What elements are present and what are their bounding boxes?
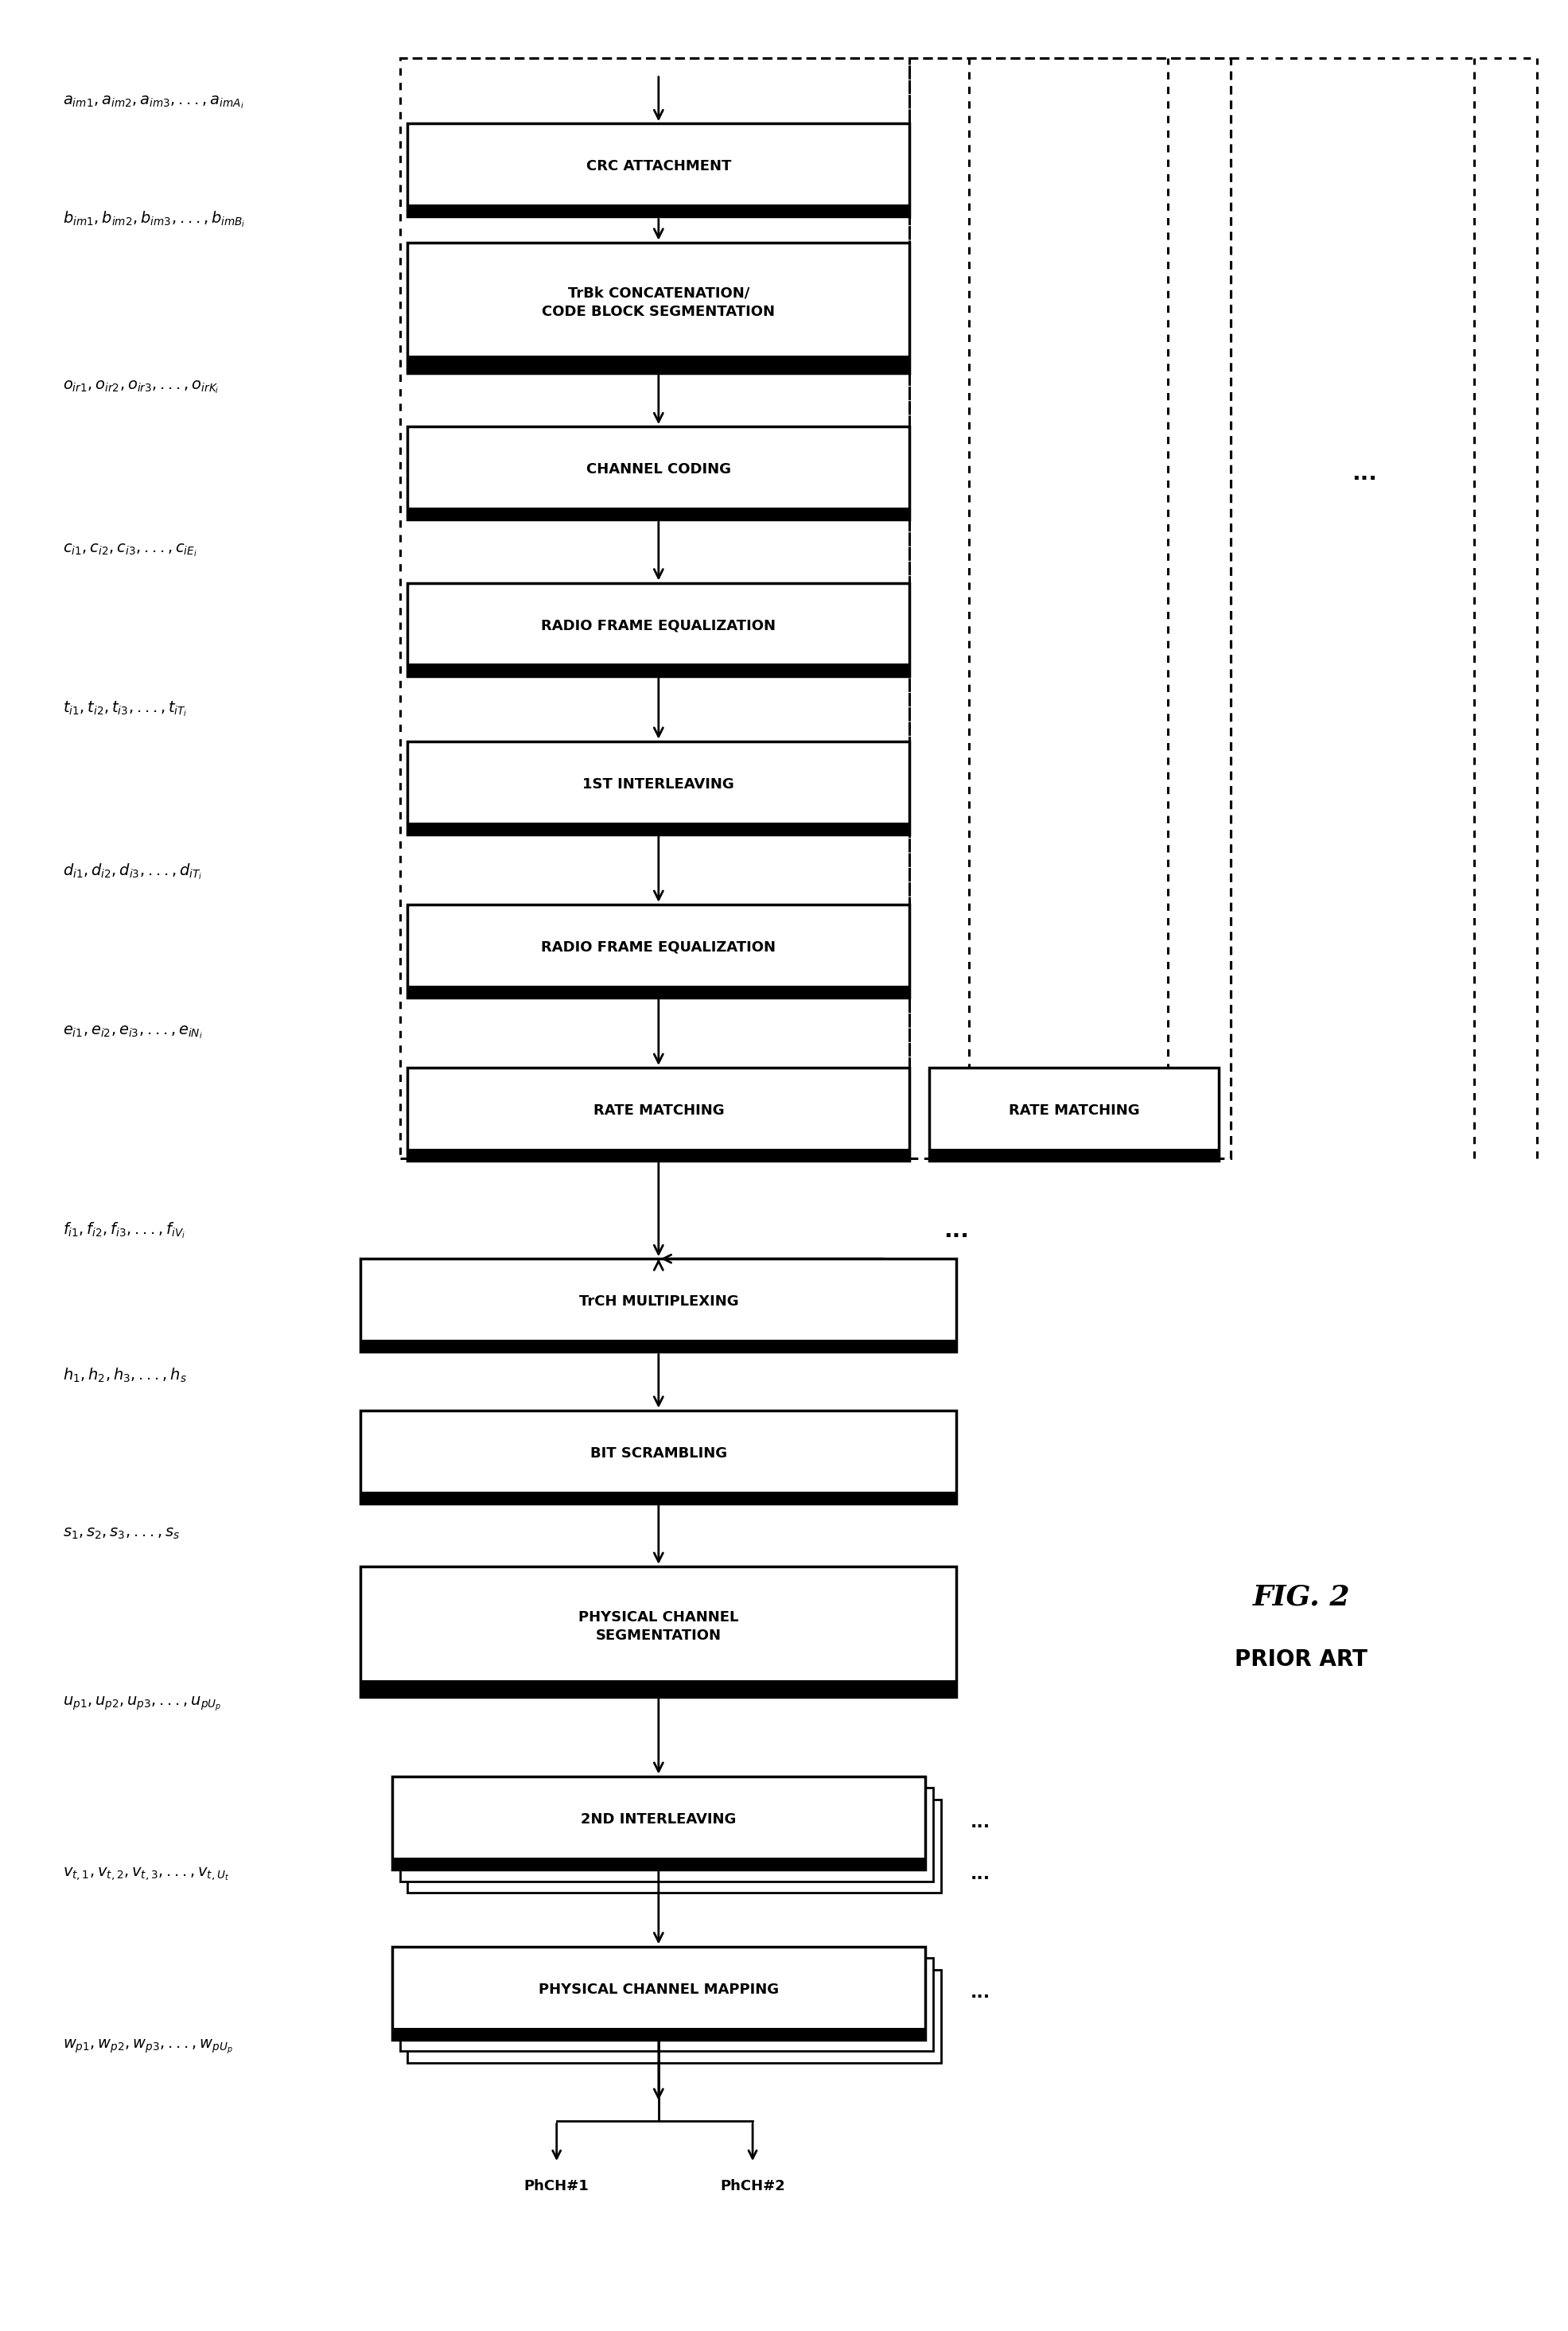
Bar <box>361 1492 956 1503</box>
Bar <box>408 124 909 217</box>
Text: 1ST INTERLEAVING: 1ST INTERLEAVING <box>583 776 734 793</box>
Bar <box>408 904 909 998</box>
Text: CHANNEL CODING: CHANNEL CODING <box>586 462 731 478</box>
Bar <box>408 583 909 676</box>
Text: $d_{i1},d_{i2},d_{i3},...,d_{iT_i}$: $d_{i1},d_{i2},d_{i3},...,d_{iT_i}$ <box>63 862 202 881</box>
Bar <box>408 357 909 373</box>
Text: TrBk CONCATENATION/
CODE BLOCK SEGMENTATION: TrBk CONCATENATION/ CODE BLOCK SEGMENTAT… <box>543 287 775 319</box>
Text: ...: ... <box>971 1986 989 2000</box>
Text: $w_{p1},w_{p2},w_{p3},...,w_{pU_p}$: $w_{p1},w_{p2},w_{p3},...,w_{pU_p}$ <box>63 2037 232 2056</box>
Text: PhCH#2: PhCH#2 <box>720 2179 786 2193</box>
Text: CRC ATTACHMENT: CRC ATTACHMENT <box>586 159 731 175</box>
Text: $c_{i1},c_{i2},c_{i3},...,c_{iE_i}$: $c_{i1},c_{i2},c_{i3},...,c_{iE_i}$ <box>63 541 198 559</box>
Text: $t_{i1},t_{i2},t_{i3},...,t_{iT_i}$: $t_{i1},t_{i2},t_{i3},...,t_{iT_i}$ <box>63 699 187 718</box>
Text: PRIOR ART: PRIOR ART <box>1236 1648 1367 1671</box>
Bar <box>408 1149 909 1161</box>
Text: PHYSICAL CHANNEL MAPPING: PHYSICAL CHANNEL MAPPING <box>538 1981 779 1998</box>
Text: TrCH MULTIPLEXING: TrCH MULTIPLEXING <box>579 1294 739 1310</box>
Bar <box>400 1958 933 2051</box>
Text: $u_{p1},u_{p2},u_{p3},...,u_{pU_p}$: $u_{p1},u_{p2},u_{p3},...,u_{pU_p}$ <box>63 1695 221 1713</box>
Text: $f_{i1},f_{i2},f_{i3},...,f_{iV_i}$: $f_{i1},f_{i2},f_{i3},...,f_{iV_i}$ <box>63 1221 185 1240</box>
Bar <box>408 986 909 998</box>
Text: RADIO FRAME EQUALIZATION: RADIO FRAME EQUALIZATION <box>541 939 776 956</box>
Text: PHYSICAL CHANNEL
SEGMENTATION: PHYSICAL CHANNEL SEGMENTATION <box>579 1611 739 1643</box>
Bar <box>408 664 909 676</box>
Text: ...: ... <box>971 1816 989 1830</box>
Bar <box>909 58 1231 1159</box>
Bar <box>408 1068 909 1161</box>
Text: ...: ... <box>1352 462 1377 485</box>
Bar <box>408 1800 941 1893</box>
Text: $e_{i1},e_{i2},e_{i3},...,e_{iN_i}$: $e_{i1},e_{i2},e_{i3},...,e_{iN_i}$ <box>63 1023 202 1042</box>
Bar <box>361 1340 956 1352</box>
Bar <box>408 741 909 834</box>
Bar <box>408 1970 941 2063</box>
Text: ...: ... <box>944 1219 969 1242</box>
Text: $b_{im1},b_{im2},b_{im3},...,b_{imB_i}$: $b_{im1},b_{im2},b_{im3},...,b_{imB_i}$ <box>63 210 245 228</box>
Bar <box>361 1259 956 1352</box>
Text: BIT SCRAMBLING: BIT SCRAMBLING <box>590 1445 728 1462</box>
Bar <box>392 1858 925 1869</box>
Text: RATE MATCHING: RATE MATCHING <box>593 1103 724 1119</box>
Bar <box>408 242 909 373</box>
Bar <box>408 427 909 520</box>
Bar <box>361 1566 956 1697</box>
Bar <box>392 1776 925 1869</box>
Text: RATE MATCHING: RATE MATCHING <box>1008 1103 1140 1119</box>
Bar <box>400 1788 933 1881</box>
Bar <box>408 205 909 217</box>
Text: $h_1,h_2,h_3,...,h_s$: $h_1,h_2,h_3,...,h_s$ <box>63 1366 187 1385</box>
Bar <box>408 508 909 520</box>
Bar <box>400 58 1231 1159</box>
Text: $s_1,s_2,s_3,...,s_s$: $s_1,s_2,s_3,...,s_s$ <box>63 1527 180 1541</box>
Text: $v_{t,1},v_{t,2},v_{t,3},...,v_{t,U_t}$: $v_{t,1},v_{t,2},v_{t,3},...,v_{t,U_t}$ <box>63 1865 229 1883</box>
Bar <box>928 1149 1220 1161</box>
Text: FIG. 2: FIG. 2 <box>1253 1583 1350 1611</box>
Text: PhCH#1: PhCH#1 <box>524 2179 590 2193</box>
Bar <box>361 1681 956 1697</box>
Bar <box>361 1410 956 1503</box>
Text: RADIO FRAME EQUALIZATION: RADIO FRAME EQUALIZATION <box>541 618 776 634</box>
Bar <box>408 823 909 834</box>
Bar <box>392 2028 925 2040</box>
Bar <box>928 1068 1220 1161</box>
Text: 2ND INTERLEAVING: 2ND INTERLEAVING <box>580 1811 737 1828</box>
Text: $a_{im1},a_{im2},a_{im3},...,a_{imA_i}$: $a_{im1},a_{im2},a_{im3},...,a_{imA_i}$ <box>63 93 245 112</box>
Text: $o_{ir1},o_{ir2},o_{ir3},...,o_{irK_i}$: $o_{ir1},o_{ir2},o_{ir3},...,o_{irK_i}$ <box>63 378 220 396</box>
Text: ...: ... <box>971 1867 989 1881</box>
Bar <box>392 1946 925 2040</box>
